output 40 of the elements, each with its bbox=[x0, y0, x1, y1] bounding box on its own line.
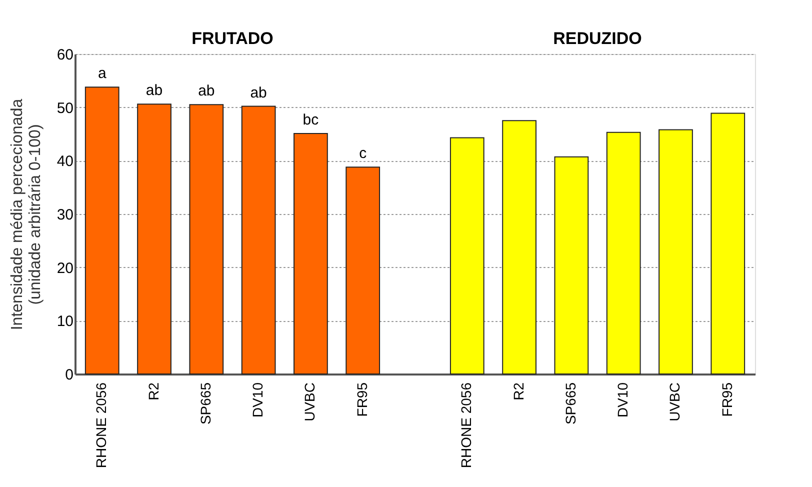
bar bbox=[450, 137, 484, 374]
y-tick-label: 30 bbox=[56, 206, 74, 224]
data-label: ab bbox=[198, 82, 215, 100]
bar bbox=[241, 106, 276, 374]
y-tick-label: 0 bbox=[65, 366, 74, 384]
x-tick-label: FR95 bbox=[718, 382, 735, 417]
bar bbox=[554, 156, 589, 374]
data-label: c bbox=[359, 145, 368, 162]
data-label: a bbox=[98, 65, 107, 82]
bar bbox=[84, 86, 120, 374]
x-tick-label: RHONE 2056 bbox=[458, 382, 474, 468]
x-tick-label: UVBC bbox=[302, 382, 318, 422]
x-tick-label: R2 bbox=[510, 382, 526, 400]
text: FRUTADO bbox=[192, 29, 274, 48]
bar bbox=[346, 166, 380, 374]
y-tick-label: 50 bbox=[56, 100, 74, 117]
data-label: ab bbox=[250, 84, 267, 102]
bar bbox=[137, 104, 172, 374]
data-label: bc bbox=[302, 111, 320, 128]
x-tick-label: SP665 bbox=[562, 382, 578, 425]
bar bbox=[502, 120, 536, 374]
bar bbox=[658, 129, 693, 374]
x-tick-label: R2 bbox=[145, 382, 162, 400]
y-axis-title: Intensidade média percecionada (unidade arbitrária 0-100) bbox=[8, 98, 44, 330]
x-tick-label: SP665 bbox=[197, 382, 214, 425]
bar bbox=[189, 104, 224, 374]
x-tick-label: UVBC bbox=[666, 382, 683, 422]
y-tick-label: 40 bbox=[56, 153, 74, 170]
text: REDUZIDO bbox=[553, 29, 642, 48]
y-tick-label: 10 bbox=[56, 313, 74, 330]
bar bbox=[606, 132, 641, 374]
x-tick-label: DV10 bbox=[614, 382, 631, 418]
bar bbox=[710, 112, 746, 374]
y-tick-label: 60 bbox=[56, 46, 74, 64]
bar bbox=[294, 132, 328, 374]
x-tick-label: DV10 bbox=[250, 382, 266, 418]
data-label: ab bbox=[146, 82, 163, 100]
x-tick-label: FR95 bbox=[354, 382, 370, 417]
x-tick-label: RHONE 2056 bbox=[93, 382, 110, 468]
y-tick-label: 20 bbox=[56, 260, 74, 277]
